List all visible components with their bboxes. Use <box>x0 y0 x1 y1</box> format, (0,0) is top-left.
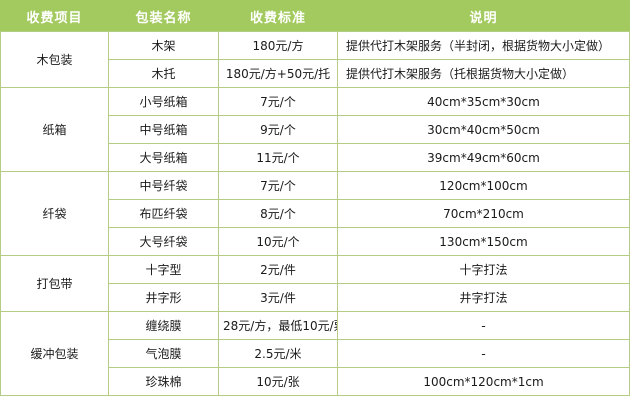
header-charge-item: 收费项目 <box>0 0 109 32</box>
package-name-cell: 中号纤袋 <box>108 171 219 200</box>
header-charge-standard: 收费标准 <box>218 0 338 32</box>
price-cell: 2.5元/米 <box>218 339 338 368</box>
package-name-cell: 大号纤袋 <box>108 227 219 256</box>
package-name-cell: 井字形 <box>108 283 219 312</box>
charge-item-cell: 纤袋 <box>0 171 109 256</box>
price-cell: 2元/件 <box>218 255 338 284</box>
table-row: 木包装 木架 180元/方 提供代打木架服务（半封闭，根据货物大小定做） <box>0 31 630 88</box>
price-cell: 28元/方，最低10元/票 <box>218 311 338 340</box>
note-cell: 提供代打木架服务（半封闭，根据货物大小定做） <box>337 31 630 60</box>
package-name-cell: 小号纸箱 <box>108 87 219 116</box>
package-name-cell: 木架 <box>108 31 219 60</box>
package-name-cell: 木托 <box>108 59 219 88</box>
note-cell: 30cm*40cm*50cm <box>337 115 630 144</box>
charge-item-cell: 纸箱 <box>0 87 109 172</box>
table-row: 纤袋 中号纤袋 7元/个 120cm*100cm <box>0 171 630 256</box>
price-cell: 8元/个 <box>218 199 338 228</box>
table-row: 气泡膜 2.5元/米 - <box>1 339 630 368</box>
note-cell: 十字打法 <box>337 255 630 284</box>
note-cell: - <box>337 311 630 340</box>
price-cell: 7元/个 <box>218 171 338 200</box>
note-cell: 70cm*210cm <box>337 199 630 228</box>
table-row: 打包带 十字型 2元/件 十字打法 <box>0 255 630 312</box>
pricing-table-body: 木包装 木架 180元/方 提供代打木架服务（半封闭，根据货物大小定做） 木托 180元/… <box>0 31 630 396</box>
table-row: 井字形 3元/件 井字打法 <box>1 283 630 312</box>
table-row: 中号纸箱 9元/个 30cm*40cm*50cm <box>1 115 630 144</box>
price-cell: 10元/张 <box>218 367 338 396</box>
note-cell: 130cm*150cm <box>337 227 630 256</box>
note-cell: 40cm*35cm*30cm <box>337 87 630 116</box>
table-row: 纸箱 小号纸箱 7元/个 40cm*35cm*30cm <box>0 87 630 172</box>
header-description: 说明 <box>337 0 630 32</box>
price-cell: 180元/方+50元/托 <box>218 59 338 88</box>
charge-item-cell: 木包装 <box>0 31 109 88</box>
price-cell: 3元/件 <box>218 283 338 312</box>
price-cell: 180元/方 <box>218 31 338 60</box>
package-name-cell: 十字型 <box>108 255 219 284</box>
table-row: 珍珠棉 10元/张 100cm*120cm*1cm <box>1 367 630 396</box>
price-cell: 9元/个 <box>218 115 338 144</box>
price-cell: 10元/个 <box>218 227 338 256</box>
package-name-cell: 大号纸箱 <box>108 143 219 172</box>
table-header: 收费项目 包装名称 收费标准 说明 <box>0 0 630 32</box>
header-package-name: 包装名称 <box>108 0 219 32</box>
note-cell: 井字打法 <box>337 283 630 312</box>
charge-item-cell: 缓冲包装 <box>0 311 109 396</box>
table-row: 大号纤袋 10元/个 130cm*150cm <box>1 227 630 256</box>
package-name-cell: 缠绕膜 <box>108 311 219 340</box>
package-name-cell: 珍珠棉 <box>108 367 219 396</box>
package-name-cell: 布匹纤袋 <box>108 199 219 228</box>
package-name-cell: 中号纸箱 <box>108 115 219 144</box>
table-row: 木托 180元/方+50元/托 提供代打木架服务（托根据货物大小定做） <box>1 59 630 88</box>
charge-item-cell: 打包带 <box>0 255 109 312</box>
note-cell: - <box>337 339 630 368</box>
note-cell: 100cm*120cm*1cm <box>337 367 630 396</box>
package-name-cell: 气泡膜 <box>108 339 219 368</box>
price-cell: 11元/个 <box>218 143 338 172</box>
price-cell: 7元/个 <box>218 87 338 116</box>
note-cell: 120cm*100cm <box>337 171 630 200</box>
table-row: 大号纸箱 11元/个 39cm*49cm*60cm <box>1 143 630 172</box>
table-row: 缓冲包装 缠绕膜 28元/方，最低10元/票 - <box>0 311 630 396</box>
note-cell: 提供代打木架服务（托根据货物大小定做） <box>337 59 630 88</box>
table-row: 布匹纤袋 8元/个 70cm*210cm <box>1 199 630 228</box>
packaging-pricing-table: 收费项目 包装名称 收费标准 说明 木包装 木架 180元/方 提供代打木架服务（半封… <box>0 0 630 396</box>
header-row: 收费项目 包装名称 收费标准 说明 <box>0 0 630 32</box>
note-cell: 39cm*49cm*60cm <box>337 143 630 172</box>
